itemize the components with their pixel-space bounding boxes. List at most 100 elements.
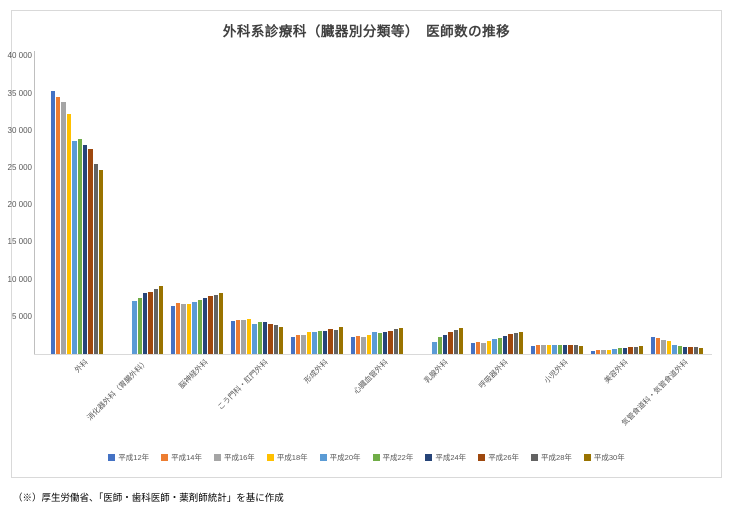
bar xyxy=(666,340,672,354)
legend-item: 平成24年 xyxy=(425,452,466,463)
bar xyxy=(513,332,519,354)
bar xyxy=(606,349,612,354)
bar xyxy=(393,329,399,354)
legend-label: 平成30年 xyxy=(593,453,625,462)
bar xyxy=(492,339,497,354)
bar xyxy=(202,298,208,354)
bar xyxy=(246,319,252,354)
bar xyxy=(448,332,453,354)
y-axis-tick-label: 30 000 xyxy=(7,125,32,135)
bar xyxy=(633,346,639,354)
bar xyxy=(541,345,546,354)
bar xyxy=(55,96,61,354)
bar xyxy=(442,335,448,354)
bar xyxy=(339,327,344,354)
bar xyxy=(142,292,148,354)
bar xyxy=(268,323,273,354)
legend-swatch xyxy=(266,454,274,461)
y-axis-tick-label: 40 000 xyxy=(7,51,32,61)
bar xyxy=(99,169,104,354)
bar xyxy=(388,330,393,354)
bar-group-4 xyxy=(230,51,284,354)
legend: 平成12年 平成14年 平成16年 平成18年 平成20年 平成22年 平成24年 平成26年… xyxy=(12,452,721,463)
bar xyxy=(170,305,175,354)
bar xyxy=(552,345,557,354)
bar xyxy=(579,345,584,354)
bar xyxy=(372,331,377,354)
bar xyxy=(333,329,339,354)
bar xyxy=(502,335,508,354)
x-axis-category-label: 気管食道科・気管食道外科 xyxy=(619,357,690,428)
bar xyxy=(88,149,93,354)
bar xyxy=(213,294,219,354)
bar xyxy=(530,345,535,354)
bar-group-7 xyxy=(411,51,464,354)
bar xyxy=(192,301,197,354)
legend-swatch xyxy=(372,454,380,461)
bar xyxy=(295,334,301,354)
y-axis-tick-label: 35 000 xyxy=(7,88,32,98)
y-axis-tick-label: 10 000 xyxy=(7,274,32,284)
bar xyxy=(546,344,552,354)
bar xyxy=(693,347,699,354)
bar xyxy=(661,339,666,354)
legend-item: 平成16年 xyxy=(213,452,255,463)
bar xyxy=(252,323,257,354)
bar xyxy=(382,331,388,354)
bar xyxy=(519,331,524,354)
bar xyxy=(66,113,72,354)
bar xyxy=(617,348,622,354)
bar xyxy=(317,330,322,354)
bar xyxy=(650,336,655,354)
bar xyxy=(77,139,82,354)
legend-swatch xyxy=(319,454,327,461)
bar xyxy=(432,341,437,354)
legend-label: 平成12年 xyxy=(118,453,150,462)
legend-label: 平成16年 xyxy=(223,453,255,462)
bar xyxy=(470,343,475,354)
y-axis-tick-label: 25 000 xyxy=(7,163,32,172)
bar xyxy=(557,345,562,354)
bar xyxy=(568,345,573,354)
bar-group-11 xyxy=(650,51,704,354)
bar xyxy=(601,349,606,354)
bar xyxy=(159,286,164,354)
bar xyxy=(377,333,382,354)
bar-group-5 xyxy=(290,51,344,354)
bar xyxy=(562,344,568,354)
y-axis-line xyxy=(34,51,35,354)
bar xyxy=(186,303,192,354)
chart-frame: 外科系診療科（臓器別分類等） 医師数の推移 40 000 35 000 30 000… xyxy=(8,10,722,478)
bar xyxy=(273,325,279,354)
source-note: （※）厚生労働省、「医師・歯科医師・薬剤師統計」を基に作成 xyxy=(13,493,284,504)
legend-swatch xyxy=(213,454,221,461)
legend-label: 平成22年 xyxy=(382,453,414,462)
bar-group-6 xyxy=(350,51,404,354)
bar xyxy=(262,322,268,354)
legend-label: 平成14年 xyxy=(171,453,202,462)
plot-area: 40 000 35 000 30 000 25 000 20 000 15 000 10 0… xyxy=(8,11,721,477)
bar xyxy=(573,345,579,354)
legend-swatch xyxy=(161,454,169,461)
bar xyxy=(93,163,99,354)
bar xyxy=(355,335,361,354)
bar xyxy=(230,320,235,354)
bar xyxy=(481,342,486,354)
legend-item: 平成12年 xyxy=(108,452,149,463)
bar xyxy=(241,320,246,354)
bar xyxy=(132,300,137,354)
bar xyxy=(622,348,628,354)
y-axis-tick-label: 15 000 xyxy=(7,237,32,247)
bar xyxy=(350,337,355,354)
legend-label: 平成18年 xyxy=(276,453,308,462)
legend-item: 平成28年 xyxy=(531,452,572,463)
bar xyxy=(50,91,55,354)
bar-group-1 xyxy=(50,51,104,354)
bar xyxy=(219,293,224,354)
bar xyxy=(639,346,644,354)
bar xyxy=(82,144,88,354)
bar-group-8 xyxy=(470,51,524,354)
bar xyxy=(595,350,601,354)
bar xyxy=(290,336,295,354)
bar xyxy=(175,303,181,354)
